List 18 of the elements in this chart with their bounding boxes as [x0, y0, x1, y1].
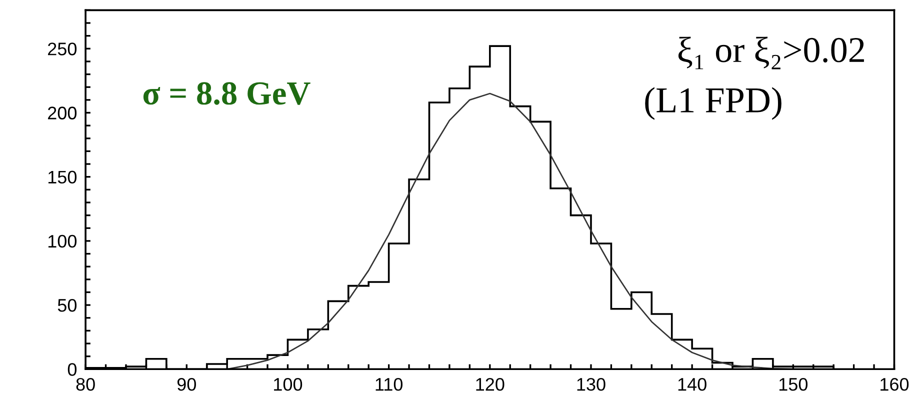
y-tick-label: 0 — [68, 363, 77, 376]
y-tick-label: 200 — [48, 106, 77, 120]
annotation: σ = 8.8 GeV — [143, 82, 310, 105]
x-tick-label: 160 — [880, 378, 909, 391]
y-tick-label: 150 — [48, 170, 77, 184]
x-tick-label: 130 — [577, 378, 606, 391]
x-tick-label: 140 — [678, 378, 706, 391]
x-tick-label: 100 — [274, 378, 302, 391]
y-tick-label: 100 — [48, 234, 77, 248]
x-tick-label: 80 — [76, 378, 95, 391]
annotation: (L1 FPD) — [645, 87, 782, 120]
annotation: ξ₁ or ξ₂>0.02 — [678, 36, 864, 70]
x-tick-label: 90 — [177, 378, 196, 391]
x-tick-label: 120 — [476, 378, 504, 391]
y-tick-label: 50 — [58, 298, 77, 312]
x-tick-label: 150 — [779, 378, 808, 391]
x-tick-label: 110 — [376, 378, 403, 391]
y-tick-label: 250 — [48, 42, 77, 56]
